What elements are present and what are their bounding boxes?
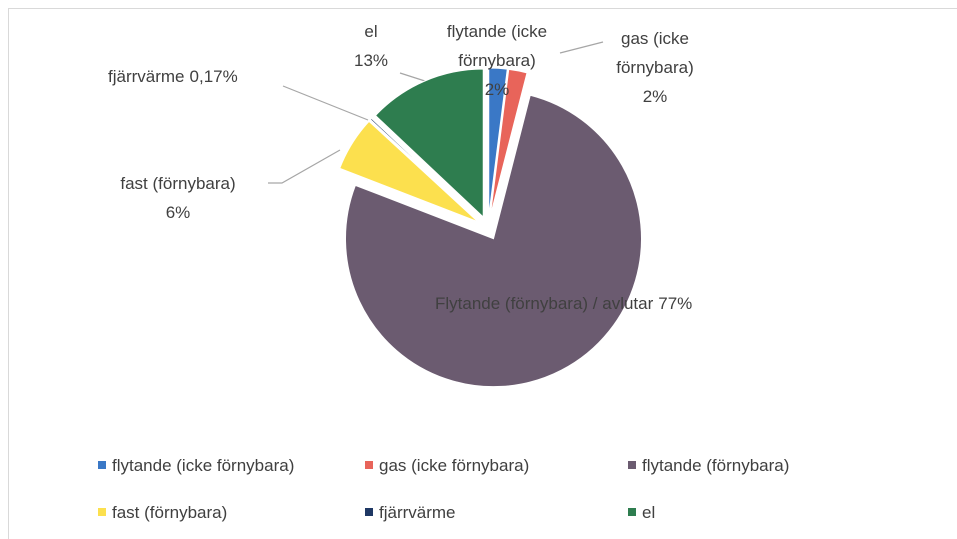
legend-item: el [628, 503, 655, 523]
data-label: gas (icke förnybara) 2% [600, 24, 710, 111]
legend-label: flytande (icke förnybara) [112, 456, 295, 475]
data-label-name: el [364, 22, 378, 41]
data-label-value: 13% [353, 51, 389, 70]
legend-swatch [98, 461, 106, 469]
pie-slice [369, 117, 480, 221]
legend-label: gas (icke förnybara) [379, 456, 530, 475]
data-label-value: 2% [642, 87, 668, 106]
legend-swatch [365, 461, 373, 469]
legend-label: el [642, 503, 656, 522]
data-label-name: fast (förnybara) [120, 174, 236, 193]
data-label-value: 77% [658, 294, 693, 313]
leader-line [559, 41, 604, 54]
data-label: Flytande (förnybara) / avlutar 77% [435, 289, 692, 318]
data-label-value: 0,17% [189, 67, 238, 86]
legend-label: fast (förnybara) [112, 503, 228, 522]
legend-item: fjärrvärme [365, 503, 456, 523]
pie-slice [339, 120, 479, 223]
pie-slice [374, 68, 484, 219]
data-label-value: 6% [165, 203, 191, 222]
data-label: flytande (icke förnybara) 2% [437, 17, 557, 104]
data-label-name: fjärrvärme [108, 67, 185, 86]
data-label-name: gas (icke förnybara) [616, 29, 694, 77]
data-label-value: 2% [484, 80, 510, 99]
legend-item: gas (icke förnybara) [365, 456, 529, 476]
legend-label: flytande (förnybara) [642, 456, 790, 475]
chart-border [8, 8, 957, 539]
legend-item: flytande (icke förnybara) [98, 456, 294, 476]
data-label: el 13% [331, 17, 411, 75]
data-label-name: Flytande (förnybara) / avlutar [435, 294, 654, 313]
pie-slice [488, 67, 508, 217]
legend-swatch [628, 461, 636, 469]
data-label-name: flytande (icke förnybara) [446, 22, 548, 70]
legend-label: fjärrvärme [379, 503, 456, 522]
leader-line [399, 72, 429, 83]
legend-item: flytande (förnybara) [628, 456, 789, 476]
pie-slice [489, 68, 528, 217]
data-label: fjärrvärme 0,17% [108, 62, 238, 91]
legend-swatch [98, 508, 106, 516]
legend-swatch [628, 508, 636, 516]
data-label: fast (förnybara) 6% [88, 169, 268, 227]
legend-item: fast (förnybara) [98, 503, 227, 523]
leader-line [268, 149, 341, 184]
legend-swatch [365, 508, 373, 516]
leader-line [282, 85, 369, 121]
pie-slice [345, 94, 642, 388]
